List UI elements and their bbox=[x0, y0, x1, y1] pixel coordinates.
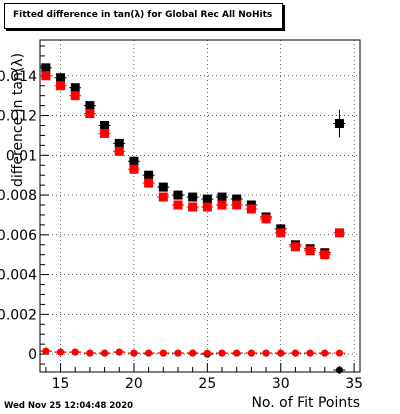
y-tick-label: 0.002 bbox=[0, 307, 37, 323]
red-square-point bbox=[188, 202, 198, 212]
red-square-point bbox=[217, 200, 227, 210]
red-circle-point bbox=[277, 349, 285, 357]
y-tick-label: 0.004 bbox=[0, 268, 37, 284]
x-tick-label: 15 bbox=[52, 376, 70, 392]
grid-lines bbox=[40, 40, 360, 372]
red-square-point bbox=[246, 204, 256, 214]
red-square-point bbox=[276, 228, 286, 238]
black-square-point bbox=[334, 118, 344, 128]
y-tick-label: 0.012 bbox=[0, 109, 37, 125]
x-tick-label: 20 bbox=[125, 376, 143, 392]
x-tick-label: 35 bbox=[345, 376, 363, 392]
red-circle-point bbox=[42, 347, 50, 355]
red-circle-point bbox=[86, 349, 94, 357]
y-tick-label: 0.01 bbox=[6, 148, 37, 164]
y-tick-label: 0.014 bbox=[0, 69, 37, 85]
red-square-point bbox=[144, 178, 154, 188]
red-square-point bbox=[261, 214, 271, 224]
red-circle-point bbox=[321, 349, 329, 357]
black-square-point bbox=[56, 73, 66, 83]
red-circle-point bbox=[335, 349, 343, 357]
y-axis-label: difference in tan(λ) bbox=[10, 53, 26, 187]
y-tick-label: 0.006 bbox=[0, 228, 37, 244]
red-circle-point bbox=[57, 348, 65, 356]
black-square-point bbox=[70, 83, 80, 93]
y-tick-label: 0 bbox=[28, 347, 37, 363]
black-square-point bbox=[100, 120, 110, 130]
y-tick-label: 0.008 bbox=[0, 188, 37, 204]
x-tick-label: 30 bbox=[272, 376, 290, 392]
black-square-point bbox=[114, 138, 124, 148]
red-circle-point bbox=[71, 348, 79, 356]
black-square-point bbox=[85, 101, 95, 111]
axes: 15 20 25 30 35 0 0.002 0.004 0.006 0.008 0.01 0.012… bbox=[0, 39, 363, 392]
data-marks bbox=[39, 63, 346, 374]
red-circle-point bbox=[159, 349, 167, 357]
red-square-point bbox=[114, 146, 124, 156]
red-square-point bbox=[290, 242, 300, 252]
red-circle-point bbox=[189, 349, 197, 357]
red-circle-point bbox=[203, 349, 211, 357]
red-square-point bbox=[232, 200, 242, 210]
black-square-point bbox=[217, 192, 227, 202]
red-circle-point bbox=[306, 349, 314, 357]
red-circle-point bbox=[247, 349, 255, 357]
black-square-point bbox=[202, 194, 212, 204]
red-square-point bbox=[320, 250, 330, 260]
red-square-point bbox=[202, 202, 212, 212]
plot-frame bbox=[39, 39, 361, 373]
black-square-point bbox=[158, 182, 168, 192]
red-square-point bbox=[41, 71, 51, 81]
red-circle-point bbox=[101, 349, 109, 357]
chart-title-box: Fitted difference in tan(λ) for Global R… bbox=[4, 3, 283, 29]
black-square-point bbox=[232, 194, 242, 204]
red-circle-point bbox=[262, 349, 270, 357]
red-circle-point bbox=[130, 349, 138, 357]
x-axis-label: No. of Fit Points bbox=[251, 395, 360, 411]
red-square-point bbox=[173, 200, 183, 210]
red-square-point bbox=[100, 128, 110, 138]
black-square-point bbox=[173, 190, 183, 200]
x-tick-label: 25 bbox=[198, 376, 216, 392]
red-circle-point bbox=[174, 349, 182, 357]
red-circle-point bbox=[145, 349, 153, 357]
timestamp: Wed Nov 25 12:04:48 2020 bbox=[4, 401, 134, 411]
red-circle-point bbox=[115, 348, 123, 356]
red-square-point bbox=[305, 246, 315, 256]
red-square-point bbox=[158, 192, 168, 202]
black-square-point bbox=[129, 156, 139, 166]
black-square-point bbox=[144, 170, 154, 180]
black-square-point bbox=[41, 63, 51, 73]
chart-title: Fitted difference in tan(λ) for Global R… bbox=[13, 10, 273, 20]
black-square-point bbox=[188, 192, 198, 202]
red-circle-point bbox=[233, 349, 241, 357]
red-square-point bbox=[70, 91, 80, 101]
red-square-point bbox=[56, 81, 66, 91]
red-circle-point bbox=[218, 349, 226, 357]
red-square-point bbox=[334, 228, 344, 238]
red-circle-point bbox=[291, 349, 299, 357]
red-square-point bbox=[129, 164, 139, 174]
red-square-point bbox=[85, 109, 95, 119]
black-circle-point bbox=[335, 366, 343, 374]
